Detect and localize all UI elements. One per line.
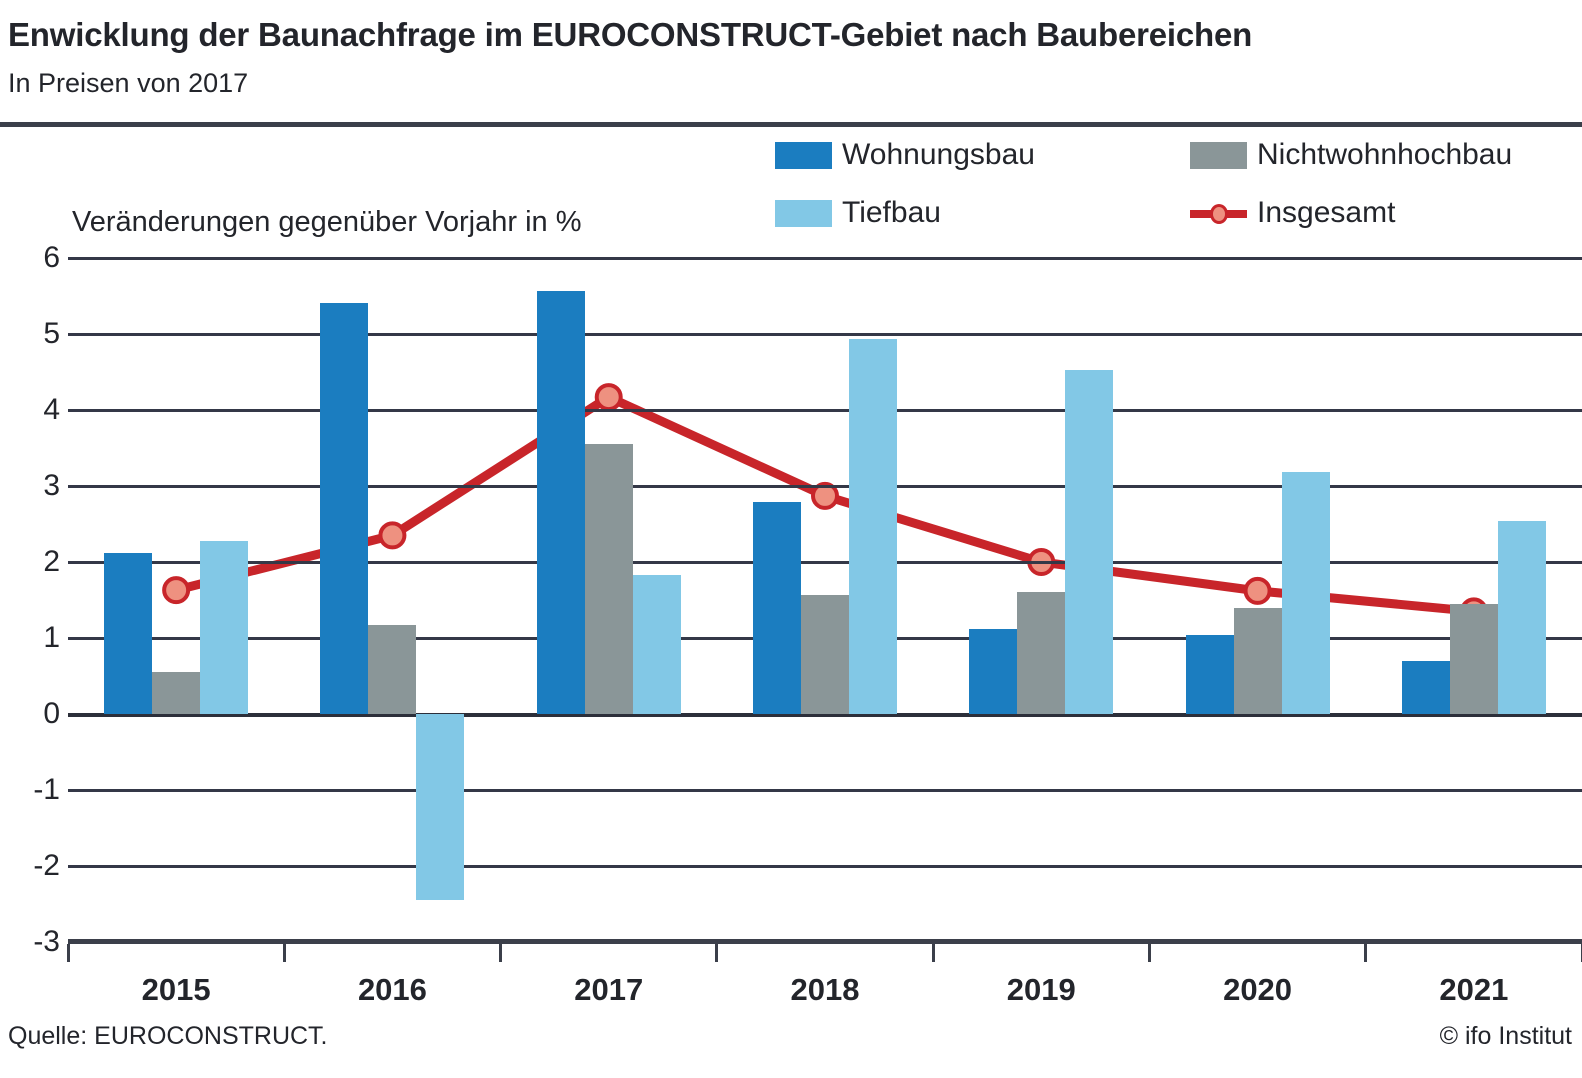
legend-item-insgesamt[interactable]: Insgesamt — [1190, 198, 1395, 228]
y-axis-caption: Veränderungen gegenüber Vorjahr in % — [72, 206, 582, 238]
bar-wohnungsbau-2015[interactable] — [104, 552, 153, 714]
bar-nichtwohnhochbau-2019[interactable] — [1017, 591, 1066, 714]
x-axis-tick — [1147, 944, 1151, 962]
bar-wohnungsbau-2019[interactable] — [969, 628, 1018, 714]
x-axis-tick — [499, 944, 503, 962]
y-axis-tick-label: 0 — [43, 697, 60, 730]
y-axis-tick-label: 5 — [43, 317, 60, 350]
bar-nichtwohnhochbau-2015[interactable] — [152, 672, 201, 714]
bar-tiefbau-2017[interactable] — [632, 574, 681, 714]
gridline — [68, 256, 1582, 260]
source-note: Quelle: EUROCONSTRUCT. — [8, 1022, 328, 1050]
insgesamt-marker-2020[interactable] — [1243, 576, 1272, 605]
legend-swatch-icon — [775, 141, 832, 169]
y-axis-tick-label: 3 — [43, 469, 60, 502]
x-axis-label-2018: 2018 — [790, 972, 860, 1007]
x-axis-tick — [66, 944, 70, 962]
insgesamt-marker-2016[interactable] — [378, 521, 407, 550]
bar-nichtwohnhochbau-2020[interactable] — [1233, 608, 1282, 714]
legend-label: Insgesamt — [1257, 196, 1396, 229]
x-axis-tick — [931, 944, 935, 962]
page-title: Enwicklung der Baunachfrage im EUROCONST… — [8, 16, 1253, 53]
x-axis-tick — [1364, 944, 1368, 962]
gridline — [68, 484, 1582, 488]
x-axis-label-2021: 2021 — [1439, 972, 1509, 1007]
gridline — [68, 408, 1582, 412]
x-axis-label-2020: 2020 — [1223, 972, 1293, 1007]
bar-wohnungsbau-2018[interactable] — [753, 501, 801, 714]
bar-tiefbau-2020[interactable] — [1281, 472, 1330, 714]
legend-label: Wohnungsbau — [842, 138, 1035, 171]
y-axis-tick-label: 6 — [43, 241, 60, 274]
bar-nichtwohnhochbau-2018[interactable] — [801, 595, 849, 714]
plot-area — [68, 256, 1582, 944]
gridline — [68, 332, 1582, 336]
legend-item-nichtwohnhochbau[interactable]: Nichtwohnhochbau — [1190, 140, 1512, 170]
legend-item-wohnungsbau[interactable]: Wohnungsbau — [775, 140, 1035, 170]
insgesamt-marker-2017[interactable] — [594, 383, 623, 412]
y-axis-tick-label: -2 — [33, 849, 60, 882]
x-axis-tick — [282, 944, 286, 962]
bar-wohnungsbau-2017[interactable] — [536, 290, 585, 714]
bar-wohnungsbau-2021[interactable] — [1401, 660, 1450, 714]
insgesamt-polyline — [175, 392, 1475, 616]
x-axis-label-2015: 2015 — [141, 972, 211, 1007]
bar-tiefbau-2021[interactable] — [1497, 520, 1546, 714]
y-axis-tick-label: -1 — [33, 773, 60, 806]
bar-nichtwohnhochbau-2017[interactable] — [584, 444, 633, 714]
chart-legend: Wohnungsbau Nichtwohnhochbau Tiefbau Ins… — [775, 140, 1575, 250]
gridline — [68, 560, 1582, 564]
x-axis-tick — [715, 944, 719, 962]
y-axis-tick-label: 1 — [43, 621, 60, 654]
bar-tiefbau-2018[interactable] — [849, 339, 897, 714]
y-axis-tick-label: 2 — [43, 545, 60, 578]
x-axis-line — [68, 939, 1582, 944]
x-axis-label-2017: 2017 — [574, 972, 644, 1007]
page-subtitle: In Preisen von 2017 — [8, 68, 249, 98]
gridline — [68, 788, 1582, 792]
legend-swatch-icon — [1190, 141, 1247, 169]
x-axis-label-2016: 2016 — [357, 972, 427, 1007]
gridline — [68, 712, 1582, 717]
header-divider — [0, 122, 1582, 127]
bar-wohnungsbau-2016[interactable] — [320, 302, 369, 714]
insgesamt-marker-2015[interactable] — [162, 576, 191, 605]
y-axis-tick-label: -3 — [33, 925, 60, 958]
copyright-note: © ifo Institut — [1439, 1022, 1572, 1050]
bar-tiefbau-2015[interactable] — [200, 540, 249, 714]
legend-item-tiefbau[interactable]: Tiefbau — [775, 198, 941, 228]
bar-nichtwohnhochbau-2021[interactable] — [1449, 603, 1498, 714]
x-axis-tick — [1580, 944, 1582, 962]
bar-tiefbau-2019[interactable] — [1065, 370, 1114, 714]
legend-swatch-icon — [775, 199, 832, 227]
gridline — [68, 864, 1582, 868]
legend-label: Tiefbau — [842, 196, 941, 229]
bar-nichtwohnhochbau-2016[interactable] — [368, 625, 417, 714]
x-axis-label-2019: 2019 — [1006, 972, 1076, 1007]
y-axis-tick-label: 4 — [43, 393, 60, 426]
bar-wohnungsbau-2020[interactable] — [1185, 634, 1234, 714]
legend-line-marker-icon — [1190, 200, 1247, 227]
legend-label: Nichtwohnhochbau — [1257, 138, 1513, 171]
bar-tiefbau-2016[interactable] — [416, 714, 465, 901]
